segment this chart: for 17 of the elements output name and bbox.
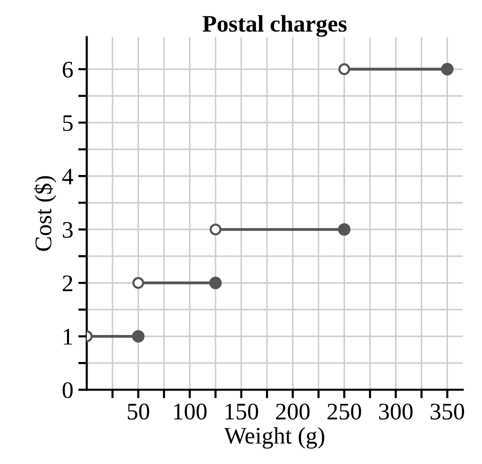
y-tick-label: 4 <box>62 168 74 184</box>
y-axis-title: Cost ($) <box>34 176 56 251</box>
y-tick-label: 1 <box>64 328 72 345</box>
x-tick-label: 350 <box>430 404 464 420</box>
x-tick-label: 200 <box>276 404 310 420</box>
x-tick-label: 50 <box>128 404 150 420</box>
y-tick-label: 5 <box>63 115 73 132</box>
y-tick-label: 0 <box>62 382 73 398</box>
x-tick-label: 300 <box>379 404 413 420</box>
y-tick-label: 6 <box>62 62 73 78</box>
y-tick-label: 2 <box>62 275 72 292</box>
x-tick-label: 250 <box>328 404 362 420</box>
x-tick-label: 150 <box>226 404 258 420</box>
x-tick-label: 100 <box>174 404 207 420</box>
chart-title: Postal charges <box>202 15 347 37</box>
y-tick-label: 3 <box>62 222 73 238</box>
x-axis-title: Weight (g) <box>224 427 324 449</box>
